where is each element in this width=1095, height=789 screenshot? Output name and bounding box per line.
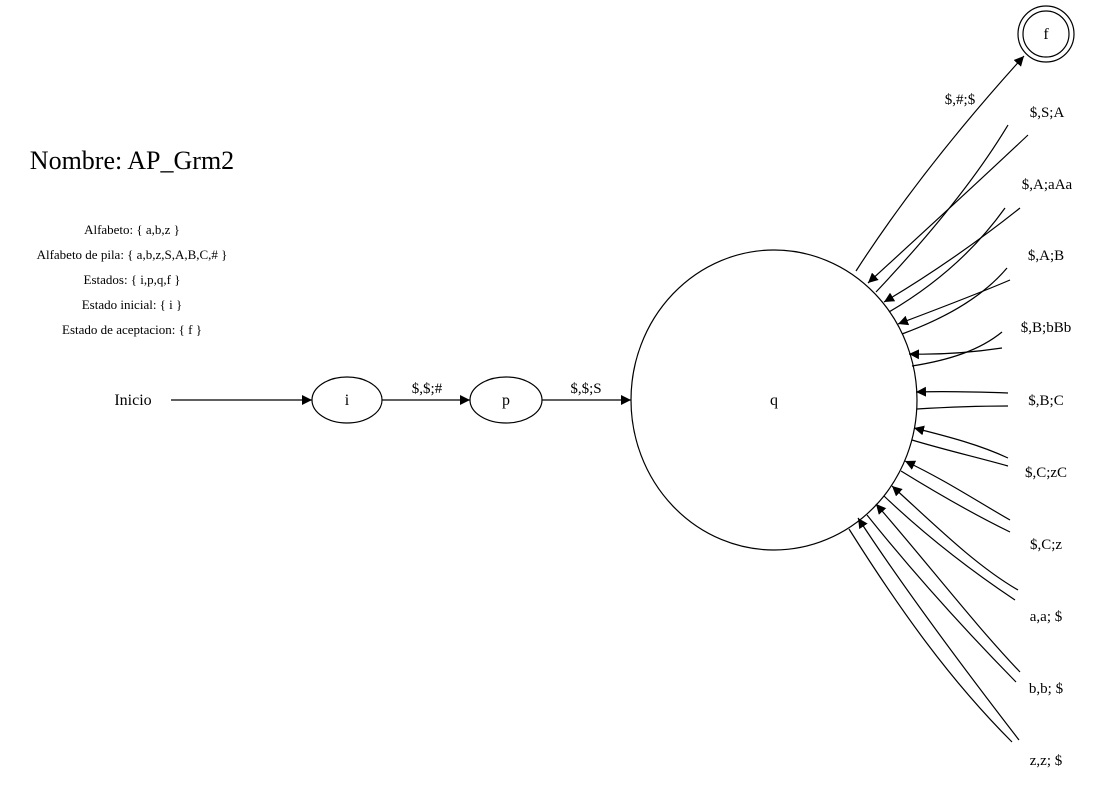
state-i-label: i (345, 392, 350, 409)
loop-10-label: z,z; $ (1030, 753, 1063, 769)
loop-10-return (848, 528, 1013, 743)
info-stack-alphabet: Alfabeto de pila: { a,b,z,S,A,B,C,# } (37, 247, 228, 262)
info-accepting-state: Estado de aceptacion: { f } (62, 322, 202, 337)
state-f (1022, 10, 1070, 58)
loop-3-label: $,A;B (1028, 248, 1064, 264)
transition-p-q-label: $,$;S (570, 381, 601, 397)
loop-5-arrow (915, 386, 1009, 397)
loop-8-label: a,a; $ (1030, 609, 1063, 625)
transition-q-f-label: $,#;$ (945, 92, 976, 108)
loop-4-label: $,B;bBb (1021, 320, 1071, 336)
loop-3-return (901, 267, 1008, 335)
loop-5-return (916, 405, 1009, 410)
loop-1-label: $,S;A (1030, 105, 1065, 121)
automaton-name: Nombre: AP_Grm2 (30, 146, 234, 175)
loop-4-return (911, 331, 1003, 367)
loop-9-label: b,b; $ (1029, 681, 1064, 697)
loop-3-arrow (897, 279, 1011, 326)
state-q-label: q (770, 392, 778, 409)
loop-8-return (883, 495, 1016, 601)
info-states: Estados: { i,p,q,f } (84, 272, 181, 287)
loop-2-label: $,A;aAa (1022, 177, 1073, 193)
start-label: Inicio (114, 392, 151, 409)
loop-1-return (875, 124, 1009, 293)
loop-6-label: $,C;zC (1025, 465, 1067, 481)
loop-10-arrow (857, 517, 1020, 741)
loop-4-arrow (908, 347, 1003, 360)
loop-8-arrow (891, 485, 1019, 591)
loop-7-arrow (904, 460, 1011, 521)
state-f-label: f (1043, 26, 1049, 43)
loop-1-arrow (867, 134, 1029, 284)
loop-6-return (911, 439, 1009, 467)
loop-9-arrow (875, 503, 1021, 673)
loop-2-return (888, 207, 1006, 313)
transition-q-f-arrow (855, 55, 1025, 272)
loop-9-return (866, 514, 1017, 683)
loop-7-label: $,C;z (1030, 537, 1062, 553)
info-initial-state: Estado inicial: { i } (82, 297, 183, 312)
info-alphabet: Alfabeto: { a,b,z } (84, 222, 180, 237)
loop-7-return (900, 470, 1011, 533)
transition-i-p-label: $,$;# (412, 381, 443, 397)
loop-5-label: $,B;C (1028, 393, 1063, 409)
loop-6-arrow (913, 425, 1009, 459)
loop-2-arrow (883, 207, 1021, 303)
state-p-label: p (502, 392, 510, 409)
